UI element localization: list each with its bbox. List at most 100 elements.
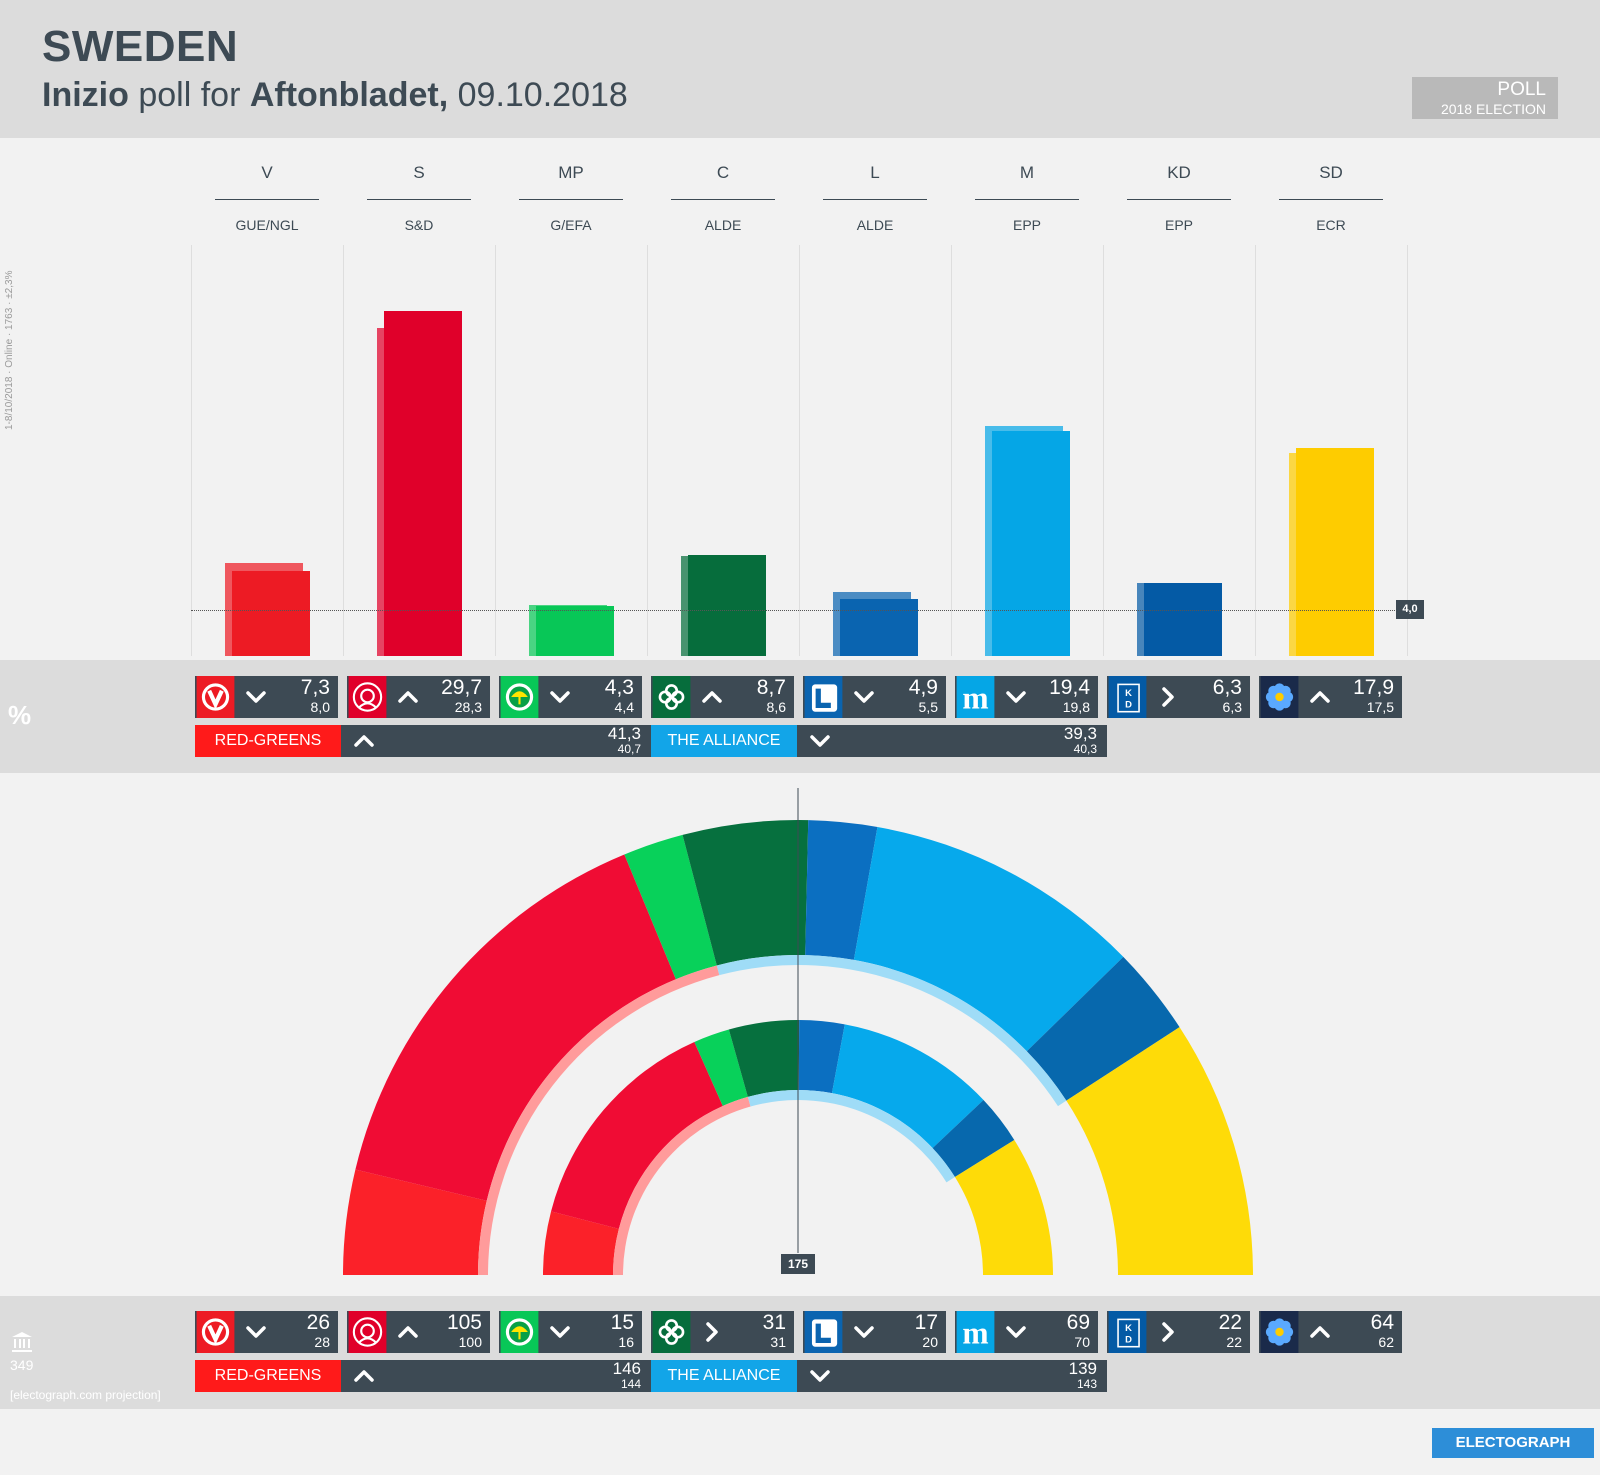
seats-poll-c	[682, 820, 809, 966]
grid-line	[191, 245, 192, 656]
seats-election-mp	[694, 1029, 748, 1106]
bloc-alliance[interactable]: THE ALLIANCE 139 143	[651, 1359, 1107, 1394]
party-cell-v[interactable]: 26 28	[195, 1311, 338, 1353]
bloc-previous: 144	[620, 1377, 641, 1391]
previous-value: 100	[458, 1334, 482, 1350]
party-group-c: ALDE	[704, 217, 742, 233]
party-cell-m[interactable]: m 69 70	[955, 1311, 1098, 1353]
bloc-bar: 146 144	[341, 1359, 651, 1392]
m-logo-icon: m	[955, 1311, 996, 1353]
previous-value: 5,5	[918, 699, 938, 715]
bloc-ring-red-greens-election	[613, 1096, 751, 1275]
trend-up-icon	[1307, 684, 1333, 710]
l-logo-icon	[803, 1311, 844, 1353]
party-divider	[671, 199, 775, 200]
badge-subtitle: 2018 ELECTION	[1440, 101, 1546, 117]
seats-election-l	[798, 1020, 845, 1094]
bloc-bar: 41,3 40,7	[341, 724, 651, 759]
trend-down-icon	[1003, 1319, 1029, 1345]
current-value: 15	[610, 1311, 634, 1334]
grid-line	[343, 245, 344, 656]
previous-value: 70	[1074, 1334, 1090, 1350]
party-cell-c[interactable]: 31 31	[651, 1311, 794, 1353]
trend-right-icon	[1155, 1319, 1181, 1345]
bloc-alliance[interactable]: THE ALLIANCE 39,3 40,3	[651, 724, 1107, 757]
seats-poll-s	[355, 854, 676, 1201]
s-logo-icon	[347, 676, 388, 718]
bloc-red-greens[interactable]: RED-GREENS 41,3 40,7	[195, 724, 651, 759]
seats-election-kd	[932, 1100, 1015, 1178]
grid-line	[1255, 245, 1256, 656]
c-logo-icon	[651, 676, 692, 718]
seats-election-s	[551, 1042, 723, 1229]
previous-value: 4,4	[614, 699, 634, 715]
bar-poll-m	[992, 430, 1070, 656]
grid-line	[495, 245, 496, 656]
party-cell-v[interactable]: 7,3 8,0	[195, 676, 338, 718]
current-value: 8,7	[756, 676, 786, 699]
previous-value: 20	[922, 1334, 938, 1350]
party-cell-mp[interactable]: 4,3 4,4	[499, 676, 642, 718]
party-group-kd: EPP	[1164, 217, 1193, 233]
party-cell-sd[interactable]: 17,9 17,5	[1259, 676, 1402, 718]
bar-poll-v	[232, 571, 310, 656]
trend-down-icon	[807, 1363, 833, 1394]
party-cell-s[interactable]: 29,7 28,3	[347, 676, 490, 718]
threshold-label: 4,0	[1396, 599, 1424, 619]
seats-poll-l	[805, 820, 878, 960]
seats-poll-sd	[1066, 1027, 1253, 1275]
seats-poll-m	[853, 826, 1124, 1052]
party-cell-s[interactable]: 105 100	[347, 1311, 490, 1353]
c-logo-icon	[651, 1311, 692, 1353]
current-value: 4,9	[908, 676, 938, 699]
trend-down-icon	[851, 1319, 877, 1345]
trend-down-icon	[243, 684, 269, 710]
trend-right-icon	[699, 1319, 725, 1345]
trend-up-icon	[351, 728, 377, 759]
svg-text:D: D	[1125, 1335, 1132, 1346]
previous-value: 16	[618, 1334, 634, 1350]
party-group-l: ALDE	[856, 217, 894, 233]
party-cell-l[interactable]: 4,9 5,5	[803, 676, 946, 718]
current-value: 17,9	[1353, 676, 1394, 699]
bloc-red-greens[interactable]: RED-GREENS 146 144	[195, 1359, 651, 1392]
bloc-label: RED-GREENS	[195, 725, 341, 757]
party-cell-mp[interactable]: 15 16	[499, 1311, 642, 1353]
parliament-chart	[343, 788, 1253, 1275]
party-divider	[1279, 199, 1383, 200]
previous-value: 62	[1378, 1334, 1394, 1350]
party-cell-kd[interactable]: K D 22 22	[1107, 1311, 1250, 1353]
percent-symbol: %	[8, 700, 32, 730]
trend-up-icon	[395, 1319, 421, 1345]
header	[0, 0, 1600, 138]
country-title: SWEDEN	[42, 22, 239, 71]
party-cell-l[interactable]: 17 20	[803, 1311, 946, 1353]
party-abbr-sd: SD	[1319, 163, 1343, 182]
party-divider	[823, 199, 927, 200]
grid-line	[1407, 245, 1408, 656]
party-cell-c[interactable]: 8,7 8,6	[651, 676, 794, 718]
svg-text:m: m	[962, 1316, 988, 1351]
sd-logo-icon	[1259, 676, 1300, 718]
bar-poll-c	[688, 555, 766, 656]
bloc-value: 139	[1068, 1359, 1097, 1378]
party-cell-kd[interactable]: K D 6,3 6,3	[1107, 676, 1250, 718]
bar-poll-l	[840, 599, 918, 656]
party-cell-sd[interactable]: 64 62	[1259, 1311, 1402, 1353]
previous-value: 19,8	[1062, 699, 1090, 715]
method-note: 1-8/10/2018 · Online · 1763 · ±2,3%	[4, 270, 15, 430]
svg-text:K: K	[1125, 1323, 1132, 1334]
trend-up-icon	[699, 684, 725, 710]
poll-badge: POLL 2018 ELECTION	[1412, 77, 1558, 119]
v-logo-icon	[195, 1311, 236, 1353]
party-divider	[367, 199, 471, 200]
projection-credit: [electograph.com projection]	[10, 1388, 161, 1402]
party-abbr-l: L	[870, 163, 880, 182]
trend-down-icon	[243, 1319, 269, 1345]
client: Aftonbladet,	[249, 76, 449, 114]
party-cell-m[interactable]: m 19,4 19,8	[955, 676, 1098, 718]
previous-value: 22	[1226, 1334, 1242, 1350]
bloc-bar: 139 143	[797, 1359, 1107, 1394]
brand-logo[interactable]: ELECTOGRAPH	[1432, 1428, 1594, 1458]
bloc-previous: 40,7	[617, 742, 641, 756]
